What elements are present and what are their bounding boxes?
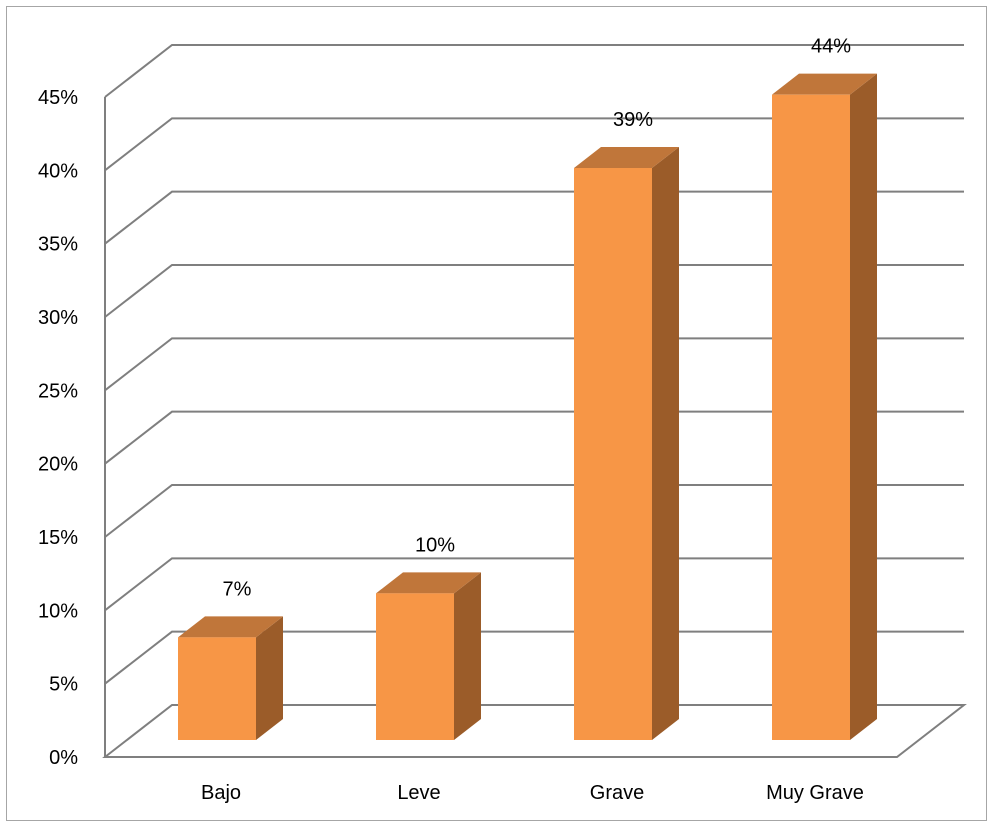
- x-tick-label: Bajo: [201, 782, 241, 804]
- y-tick-label: 0%: [49, 747, 78, 769]
- y-tick-label: 20%: [38, 454, 78, 476]
- y-tick-label: 35%: [38, 234, 78, 256]
- bar-bajo: [178, 616, 283, 740]
- gridline: [104, 190, 964, 245]
- bar-side: [454, 572, 481, 740]
- gridlines: [104, 44, 964, 685]
- data-label: 39%: [613, 109, 653, 131]
- bar-top: [574, 147, 679, 168]
- gridline: [104, 337, 964, 392]
- gridline: [104, 264, 964, 318]
- bar-front: [574, 168, 652, 740]
- bar-front: [376, 593, 454, 740]
- bar-side: [652, 147, 679, 740]
- y-tick-label: 15%: [38, 527, 78, 549]
- data-label: 44%: [811, 36, 851, 58]
- bar-muy-grave: [772, 73, 877, 740]
- x-tick-label: Grave: [590, 782, 644, 804]
- bar-top: [178, 616, 283, 638]
- data-label: 7%: [223, 578, 252, 600]
- gridline: [104, 630, 964, 685]
- bar-grave: [574, 147, 679, 740]
- bar-top: [772, 73, 877, 95]
- y-axis-ticks: 0% 5% 10% 15% 20% 25% 30% 35% 40% 45%: [38, 87, 78, 769]
- bars: [178, 73, 877, 740]
- gridline: [104, 410, 964, 465]
- chart-walls: [102, 97, 967, 758]
- gridline: [104, 44, 964, 98]
- y-tick-label: 10%: [38, 600, 78, 622]
- y-tick-label: 5%: [49, 674, 78, 696]
- bar-top: [376, 572, 481, 594]
- y-tick-label: 45%: [38, 87, 78, 109]
- x-axis-labels: Bajo Leve Grave Muy Grave: [201, 782, 864, 804]
- bar-front: [178, 637, 256, 740]
- gridline: [104, 117, 964, 172]
- gridline: [104, 557, 964, 612]
- bar-leve: [376, 572, 481, 740]
- data-labels: 7% 10% 39% 44%: [223, 36, 852, 601]
- bar-side: [256, 616, 283, 740]
- gridline: [104, 484, 964, 538]
- y-tick-label: 25%: [38, 380, 78, 402]
- bar-front: [772, 94, 850, 740]
- x-tick-label: Leve: [397, 782, 440, 804]
- bar-side: [850, 73, 877, 740]
- data-label: 10%: [415, 534, 455, 556]
- floor: [102, 704, 967, 758]
- y-tick-label: 30%: [38, 307, 78, 329]
- x-tick-label: Muy Grave: [766, 782, 864, 804]
- y-tick-label: 40%: [38, 160, 78, 182]
